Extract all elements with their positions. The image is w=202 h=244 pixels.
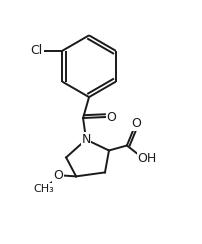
Text: OH: OH <box>138 152 157 165</box>
Text: O: O <box>53 169 63 182</box>
Text: Cl: Cl <box>31 44 43 57</box>
Text: CH₃: CH₃ <box>33 183 54 193</box>
Text: N: N <box>81 133 91 146</box>
Text: O: O <box>107 111 117 123</box>
Text: O: O <box>131 117 141 130</box>
